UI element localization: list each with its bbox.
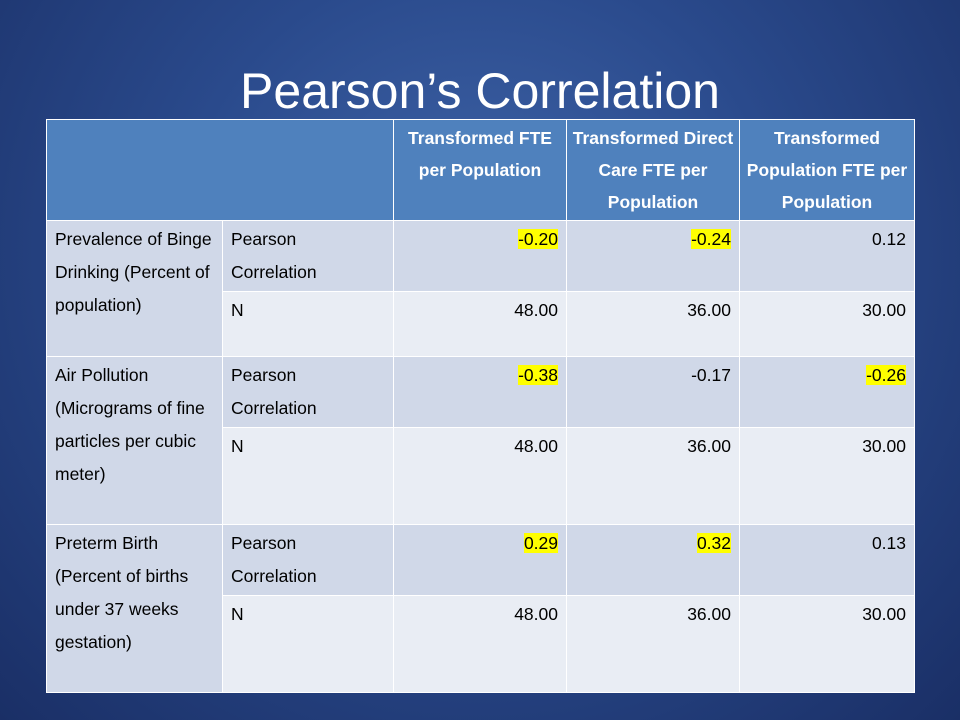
n-value: 30.00 — [739, 427, 915, 525]
stat-label: N — [222, 595, 394, 693]
n-value: 30.00 — [739, 595, 915, 693]
pearson-value: -0.24 — [691, 229, 731, 249]
pearson-value-cell: 0.12 — [739, 220, 915, 292]
pearson-value-cell: -0.24 — [566, 220, 740, 292]
pearson-value: 0.29 — [523, 533, 558, 553]
header-corner-cell — [46, 119, 394, 221]
n-value: 36.00 — [566, 427, 740, 525]
n-value: 36.00 — [566, 595, 740, 693]
pearson-value-cell: -0.17 — [566, 356, 740, 428]
row-group-label: Air Pollution (Micrograms of fine partic… — [46, 356, 223, 525]
pearson-value: -0.17 — [691, 365, 731, 385]
pearson-value: 0.12 — [871, 229, 906, 249]
pearson-value-cell: -0.20 — [393, 220, 567, 292]
row-group-label: Prevalence of Binge Drinking (Percent of… — [46, 220, 223, 357]
row-group-label: Preterm Birth (Percent of births under 3… — [46, 524, 223, 693]
pearson-value: -0.38 — [518, 365, 558, 385]
table-row: N 48.00 36.00 30.00 — [47, 291, 915, 357]
pearson-value-cell: 0.32 — [566, 524, 740, 596]
table-header-row: Transformed FTE per Population Transform… — [46, 119, 915, 221]
stat-label: Pearson Correlation — [222, 220, 394, 292]
table-row: Air Pollution (Micrograms of fine partic… — [46, 356, 915, 525]
pearson-value: 0.13 — [871, 533, 906, 553]
n-value: 36.00 — [566, 291, 740, 357]
n-value: 48.00 — [393, 595, 567, 693]
stat-label: Pearson Correlation — [222, 356, 394, 428]
pearson-value: -0.20 — [518, 229, 558, 249]
table-row: N 48.00 36.00 30.00 — [47, 427, 915, 525]
header-fte-per-population: Transformed FTE per Population — [393, 119, 567, 221]
pearson-value: 0.32 — [696, 533, 731, 553]
correlation-table: Transformed FTE per Population Transform… — [46, 119, 915, 693]
header-population-fte: Transformed Population FTE per Populatio… — [739, 119, 915, 221]
stat-label: N — [222, 291, 394, 357]
table-row: N 48.00 36.00 30.00 — [47, 595, 915, 693]
slide-title: Pearson’s Correlation — [240, 63, 720, 119]
pearson-value-cell: -0.26 — [739, 356, 915, 428]
n-value: 48.00 — [393, 291, 567, 357]
stat-label: Pearson Correlation — [222, 524, 394, 596]
header-direct-care-fte: Transformed Direct Care FTE per Populati… — [566, 119, 740, 221]
table-row: Prevalence of Binge Drinking (Percent of… — [46, 220, 915, 357]
n-value: 48.00 — [393, 427, 567, 525]
pearson-value-cell: 0.29 — [393, 524, 567, 596]
stat-label: N — [222, 427, 394, 525]
pearson-value: -0.26 — [866, 365, 906, 385]
n-value: 30.00 — [739, 291, 915, 357]
pearson-value-cell: -0.38 — [393, 356, 567, 428]
pearson-value-cell: 0.13 — [739, 524, 915, 596]
table-row: Preterm Birth (Percent of births under 3… — [46, 524, 915, 693]
